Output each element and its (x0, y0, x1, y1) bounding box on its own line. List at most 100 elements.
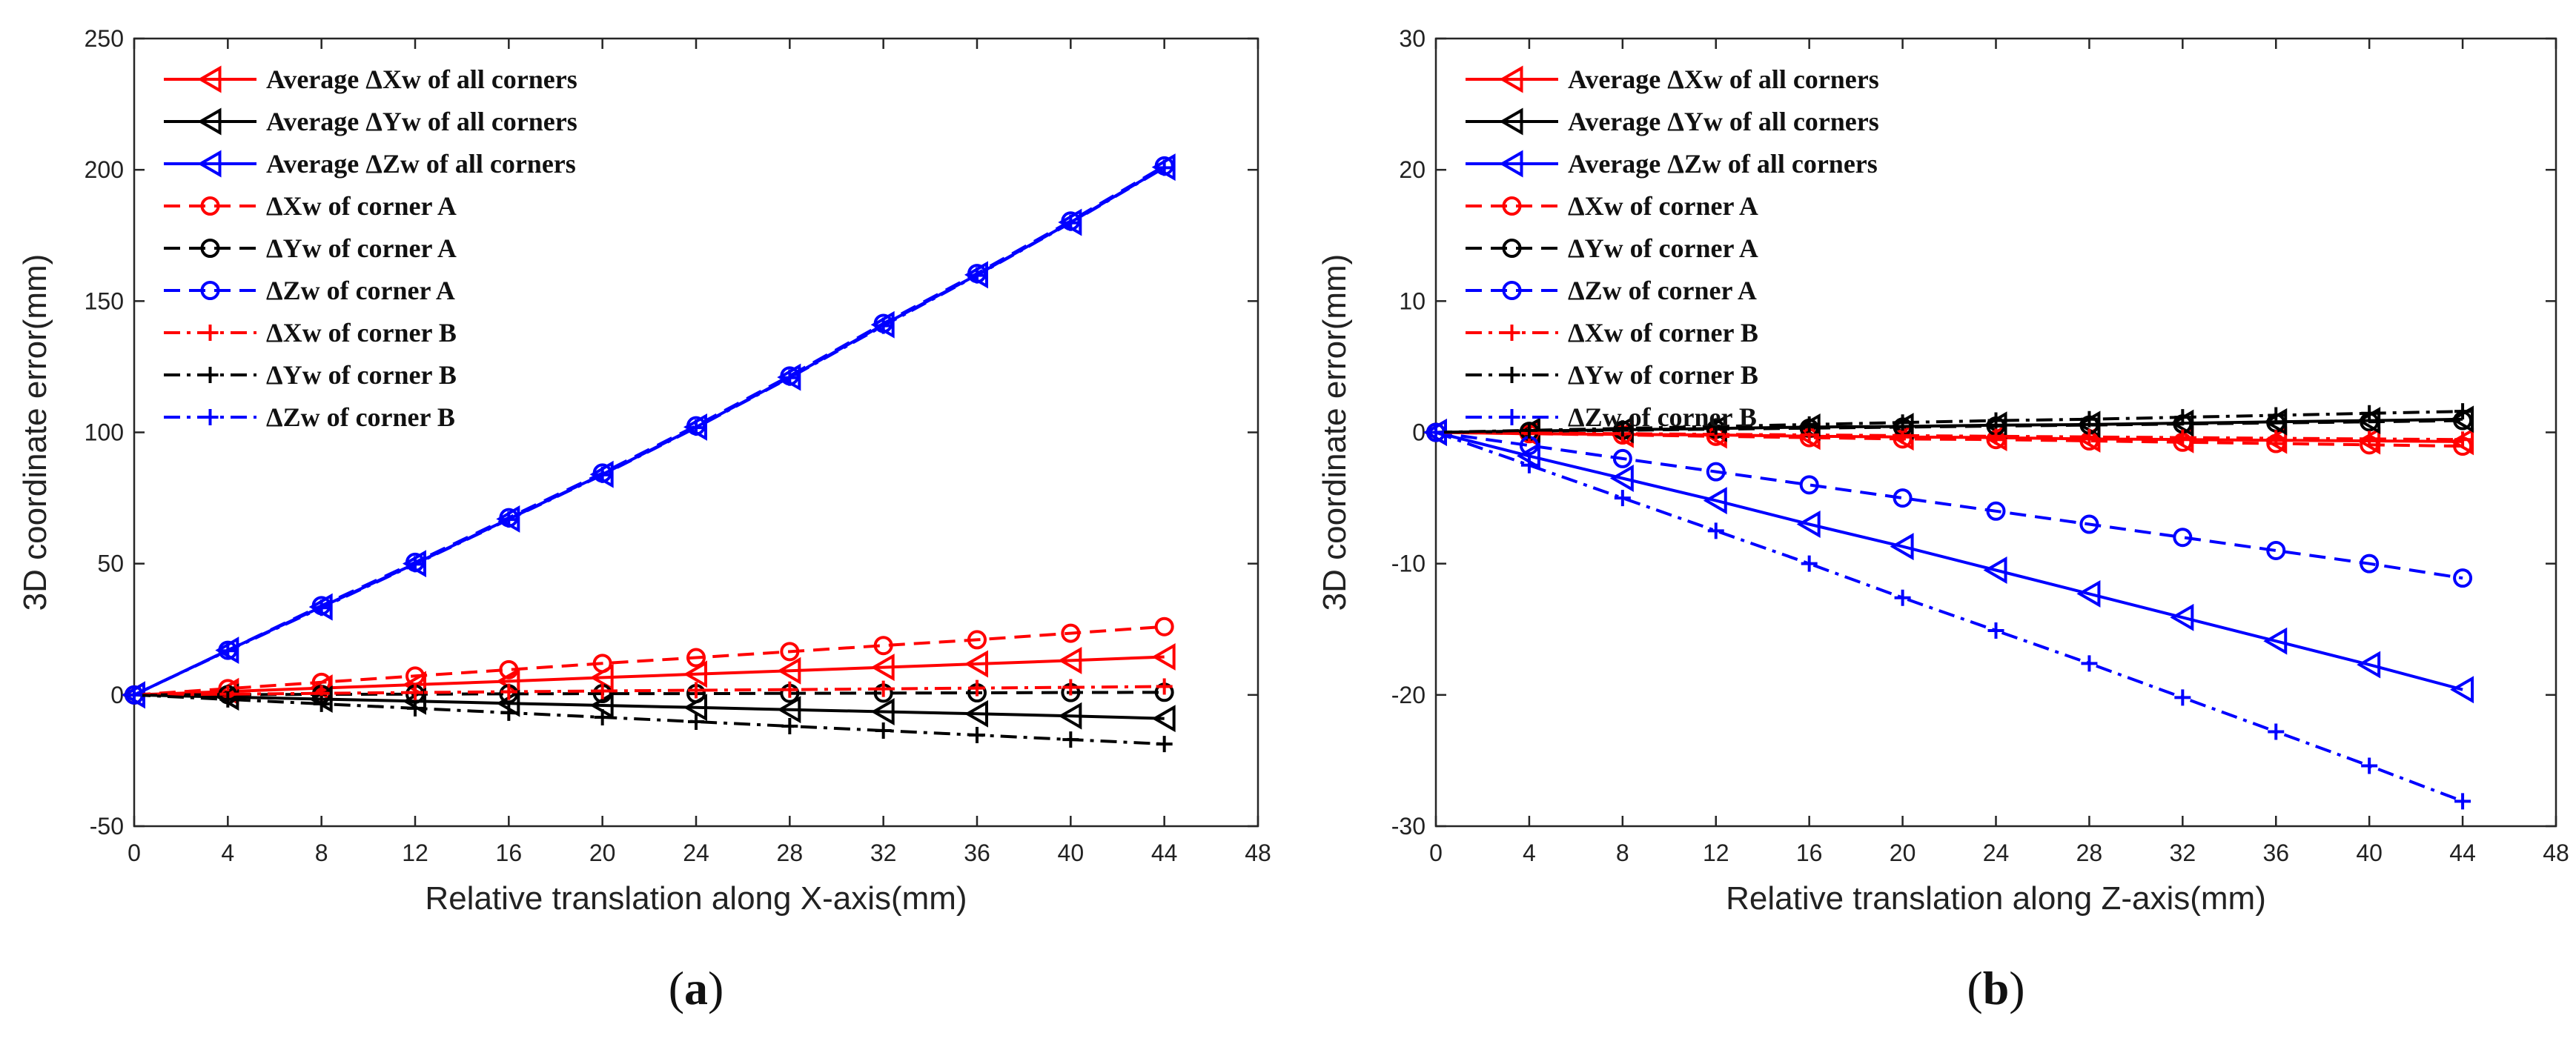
data-point (969, 267, 985, 284)
series-line (1435, 431, 2463, 580)
series-line (133, 166, 1165, 697)
data-point (969, 727, 985, 744)
legend-marker (202, 409, 219, 425)
data-point (2266, 540, 2286, 560)
data-point (1614, 420, 1631, 437)
x-tick-label: 0 (1429, 840, 1443, 866)
legend-label: ΔYw of corner B (1568, 360, 1758, 390)
legend-marker (200, 281, 220, 300)
y-tick-label: 20 (1399, 156, 1426, 183)
legend-label: Average ΔYw of all corners (1568, 107, 1879, 136)
legend-label: Average ΔYw of all corners (266, 107, 577, 136)
data-point (683, 660, 707, 688)
data-point (2361, 757, 2378, 774)
series-line (1435, 410, 2463, 434)
data-point (405, 666, 425, 686)
series-line (1435, 431, 2463, 803)
data-point (875, 680, 892, 697)
data-point (1428, 424, 1444, 441)
data-point (1151, 642, 1176, 671)
data-point (1612, 448, 1632, 468)
legend: Average ΔXw of all corners Average ΔYw of… (164, 64, 577, 432)
x-tick-label: 40 (1058, 840, 1085, 866)
data-point (2357, 651, 2381, 679)
data-point (126, 686, 142, 703)
legend-label: ΔYw of corner A (266, 233, 457, 263)
x-tick-label: 12 (402, 840, 428, 866)
panel-caption: (b) (1967, 962, 2024, 1014)
data-point (1894, 589, 1911, 606)
chart-panel-2: 0 4 8 12 16 20 24 28 32 36 40 44 48-30-20-100102030R… (1317, 25, 2569, 1014)
legend-label: ΔYw of corner B (266, 360, 457, 390)
legend-marker (197, 107, 222, 136)
data-point (777, 696, 801, 724)
data-point (1520, 456, 1537, 473)
x-tick-label: 44 (2449, 840, 2476, 866)
series-line (133, 164, 1165, 697)
data-point (500, 704, 517, 721)
y-tick-label: 50 (97, 551, 124, 577)
x-tick-label: 40 (2356, 840, 2383, 866)
x-tick-label: 24 (683, 840, 709, 866)
data-point (2453, 568, 2473, 588)
data-point (1796, 511, 1821, 538)
series-line (133, 685, 1165, 697)
data-point (2268, 723, 2285, 740)
legend-label: ΔXw of corner A (266, 191, 457, 221)
data-point (1154, 616, 1174, 636)
data-point (1156, 678, 1173, 695)
x-tick-label: 28 (2076, 840, 2103, 866)
y-axis-label: 3D coordinate error(mm) (1317, 254, 1353, 611)
data-point (500, 683, 517, 700)
x-tick-label: 36 (964, 840, 990, 866)
data-point (1890, 533, 1914, 561)
data-point (1983, 556, 2007, 584)
data-point (1801, 416, 1818, 433)
x-tick-label: 8 (315, 840, 328, 866)
legend-label: ΔZw of corner A (266, 276, 455, 305)
legend-marker (1502, 239, 1522, 258)
legend-marker (1499, 65, 1523, 93)
data-point (1987, 428, 2004, 445)
y-tick-label: 0 (110, 682, 124, 708)
data-point (870, 654, 895, 682)
legend: Average ΔXw of all corners Average ΔYw of… (1466, 64, 1879, 432)
data-point (1987, 412, 2004, 429)
data-point (2174, 409, 2191, 426)
data-point (2454, 431, 2471, 448)
data-point (875, 722, 892, 739)
x-axis-label: Relative translation along X-axis(mm) (425, 880, 967, 917)
x-tick-label: 48 (2543, 840, 2569, 866)
x-tick-label: 44 (1151, 840, 1178, 866)
data-point (2081, 411, 2098, 428)
legend-marker (1499, 150, 1523, 178)
legend-label: ΔYw of corner A (1568, 233, 1758, 263)
y-tick-label: -50 (90, 813, 124, 840)
x-tick-label: 48 (1245, 840, 1271, 866)
data-point (1520, 422, 1537, 439)
x-tick-label: 12 (1703, 840, 1729, 866)
data-point (1707, 418, 1724, 435)
legend-label: Average ΔZw of all corners (266, 149, 576, 179)
legend-label: Average ΔZw of all corners (1568, 149, 1878, 179)
data-point (1058, 646, 1082, 674)
data-point (2081, 428, 2098, 445)
data-point (1707, 522, 1724, 539)
data-point (407, 684, 423, 701)
data-point (781, 681, 798, 698)
data-point (875, 317, 892, 334)
data-point (1151, 705, 1176, 733)
x-tick-label: 16 (1796, 840, 1823, 866)
data-point (1801, 555, 1818, 572)
legend-marker (1502, 196, 1522, 216)
series-line (133, 693, 1165, 720)
data-point (1703, 487, 1727, 515)
data-point (2174, 689, 2191, 706)
series-4 (125, 616, 1174, 705)
legend-marker (1502, 281, 1522, 300)
x-tick-label: 28 (777, 840, 804, 866)
series-7 (1428, 424, 2471, 448)
x-tick-label: 32 (2170, 840, 2196, 866)
data-point (2173, 528, 2193, 548)
data-point (686, 648, 706, 668)
